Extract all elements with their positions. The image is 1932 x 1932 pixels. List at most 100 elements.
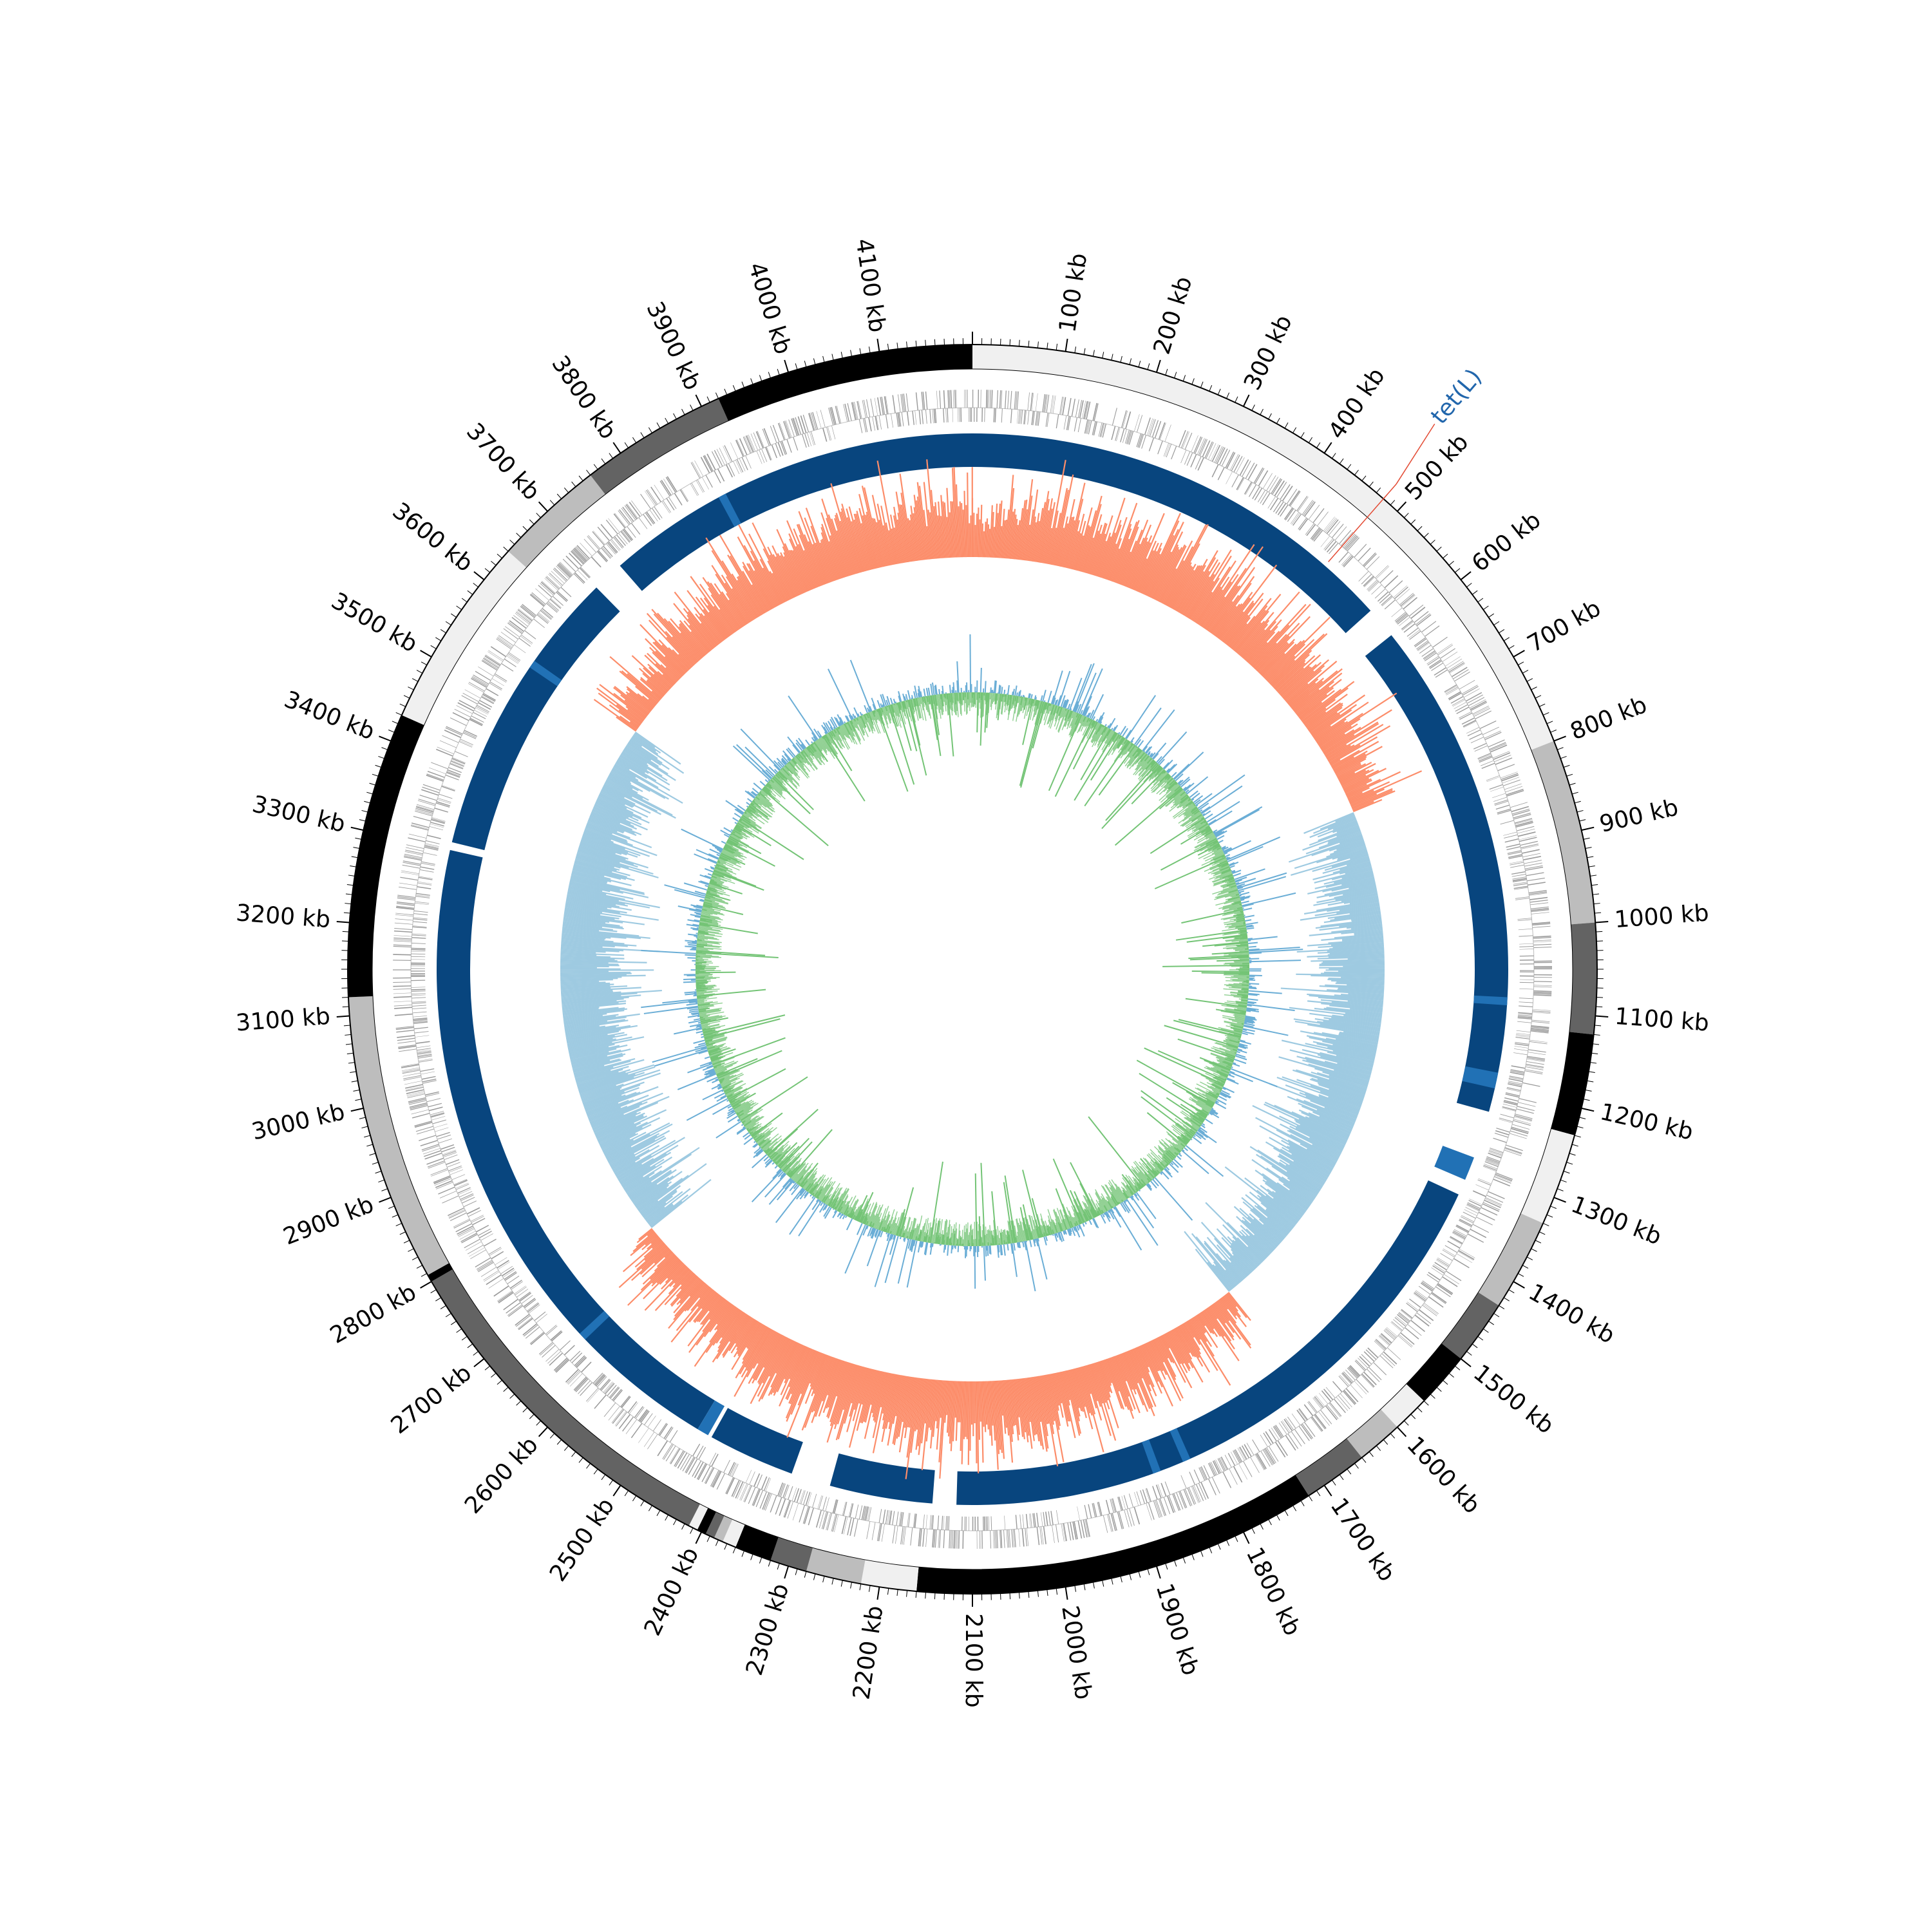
minor-tick	[571, 481, 576, 488]
gc-content-bar	[987, 524, 990, 558]
gene-feature	[497, 636, 513, 647]
gc-content-bar	[668, 1269, 692, 1294]
gc-content-bar	[571, 873, 608, 883]
gc-content-bar	[585, 826, 628, 843]
gene-feature	[1373, 1362, 1387, 1376]
gc-content-bar	[1331, 1017, 1381, 1025]
gene-feature	[503, 628, 518, 639]
gc-content-bar	[1334, 933, 1383, 939]
gene-feature	[452, 757, 466, 764]
minor-tick	[456, 1328, 462, 1333]
gc-content-bar	[575, 1065, 629, 1083]
gene-feature	[556, 591, 567, 602]
gene-feature	[1530, 906, 1549, 909]
gc-content-bar	[733, 1320, 757, 1358]
gene-feature	[1341, 531, 1354, 546]
gene-feature	[679, 1454, 690, 1470]
gene-feature	[461, 1234, 478, 1244]
gene-feature	[622, 506, 634, 522]
gene-feature	[1466, 1204, 1480, 1211]
gene-feature	[1437, 1258, 1450, 1267]
gene-feature	[748, 434, 756, 451]
gene-feature	[902, 1526, 905, 1545]
contig-segment	[705, 1511, 724, 1539]
gc-content-bar	[1073, 1368, 1087, 1419]
gc-content-bar	[674, 591, 718, 647]
contig-segment	[508, 475, 605, 568]
gene-feature	[507, 653, 520, 662]
gene-feature	[1378, 1336, 1390, 1346]
gc-content-bar	[1083, 537, 1094, 573]
gene-feature	[793, 417, 800, 435]
gene-feature	[513, 615, 528, 627]
gc-content-bar	[673, 1282, 706, 1321]
gene-feature	[1395, 612, 1407, 623]
gc-content-bar	[790, 1349, 814, 1405]
gene-feature	[1285, 1435, 1296, 1451]
minor-tick	[1331, 453, 1336, 459]
gene-feature	[579, 567, 590, 579]
gc-content-bar	[1325, 723, 1379, 757]
gene-feature	[1473, 743, 1487, 750]
gene-feature	[1533, 986, 1552, 988]
major-tick	[876, 1587, 880, 1600]
gc-content-bar	[1190, 555, 1232, 621]
gene-feature	[865, 1506, 869, 1521]
gc-skew-bar	[1083, 696, 1092, 716]
gc-content-bar	[1198, 1313, 1212, 1334]
minor-tick	[399, 703, 406, 707]
gc-content-bar	[1200, 581, 1232, 627]
gene-feature	[1268, 477, 1279, 493]
gc-content-bar	[1290, 1133, 1339, 1160]
gene-feature	[518, 638, 531, 647]
gene-feature	[1163, 442, 1169, 457]
gene-feature	[1340, 1393, 1352, 1408]
gc-content-bar	[773, 1342, 799, 1396]
gc-skew-bar	[1235, 882, 1240, 885]
gene-feature	[939, 390, 942, 409]
gc-content-bar	[611, 1137, 667, 1169]
gc-content-bar	[699, 616, 721, 644]
gc-content-bar	[587, 822, 652, 849]
gene-feature	[520, 636, 532, 645]
gene-feature	[401, 1067, 420, 1072]
gc-content-bar	[652, 641, 685, 675]
gene-feature	[1275, 1425, 1284, 1437]
tick-label: 2600 kb	[460, 1432, 544, 1519]
gene-feature	[1014, 391, 1016, 410]
gc-content-bar	[1221, 1296, 1237, 1316]
gc-content-bar	[1019, 499, 1028, 560]
gene-feature	[950, 1530, 952, 1549]
gc-content-bar	[606, 779, 643, 799]
gene-feature	[1397, 614, 1409, 625]
gene-feature	[549, 1352, 563, 1366]
gc-content-bar	[665, 1263, 685, 1283]
gc-content-bar	[930, 1379, 936, 1430]
gene-feature	[1278, 1423, 1287, 1435]
gene-feature	[1191, 1486, 1199, 1503]
minor-tick	[353, 847, 360, 849]
gene-feature	[603, 545, 613, 557]
gc-content-bar	[624, 699, 647, 718]
gene-feature	[524, 1324, 538, 1337]
gene-feature	[1400, 1332, 1415, 1345]
gc-content-bar	[1345, 866, 1372, 875]
gc-content-bar	[1158, 1336, 1173, 1363]
gc-content-bar	[902, 1376, 911, 1423]
gc-content-bar	[1339, 864, 1372, 875]
gc-content-bar	[1112, 538, 1130, 582]
tick-label: 1300 kb	[1567, 1191, 1665, 1251]
gc-skew-bar	[1167, 763, 1178, 774]
minor-tick	[1217, 1543, 1221, 1550]
gene-feature	[987, 390, 989, 408]
gc-skew-bar	[1213, 831, 1216, 834]
gc-skew-bar	[1213, 806, 1263, 835]
gc-content-bar	[1322, 879, 1376, 893]
gc-content-bar	[709, 1298, 726, 1320]
blast-highlight	[580, 1311, 610, 1340]
gc-content-bar	[564, 1014, 619, 1023]
gene-feature	[674, 1450, 684, 1467]
gc-skew-bar	[1073, 701, 1079, 712]
gc-skew-bar	[1214, 809, 1260, 835]
gc-content-bar	[1096, 1361, 1119, 1428]
